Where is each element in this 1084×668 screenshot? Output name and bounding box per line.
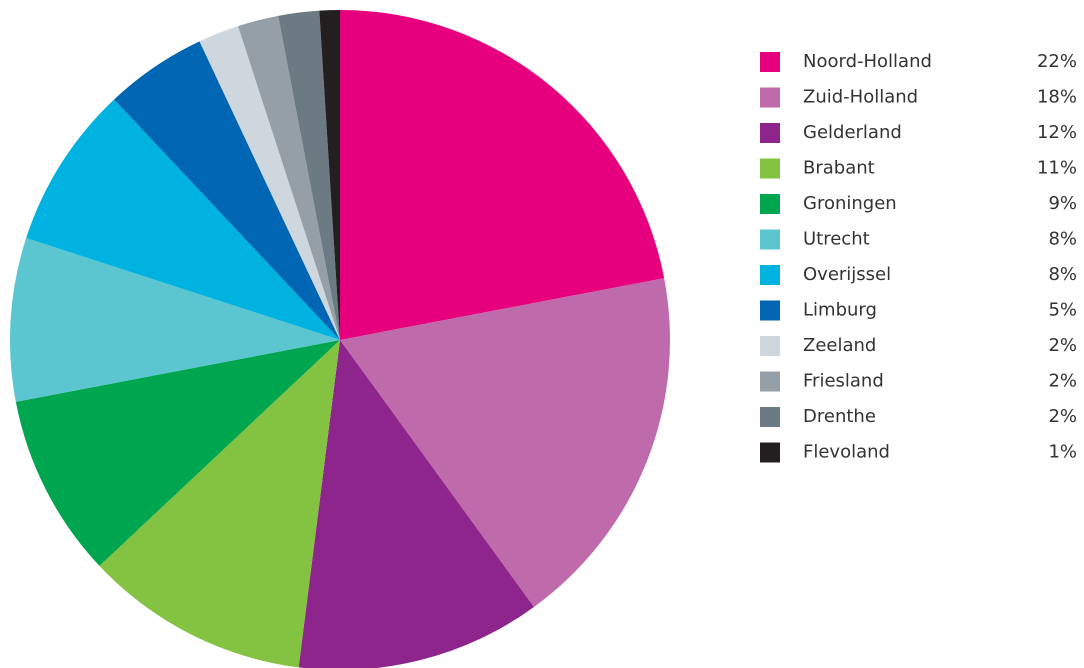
legend-label: Overijssel <box>803 264 891 285</box>
legend-swatch <box>760 194 780 214</box>
pie-slice <box>99 340 340 668</box>
legend-swatch <box>760 371 780 392</box>
pie-slice <box>26 99 341 340</box>
pie-slice <box>199 26 340 341</box>
legend-value: 2% <box>1048 335 1077 356</box>
legend-label: Groningen <box>803 193 897 214</box>
legend-value: 11% <box>1037 158 1077 179</box>
pie-slice <box>114 41 340 340</box>
legend-value: 18% <box>1037 87 1077 108</box>
legend-label: Flevoland <box>803 442 890 463</box>
legend-swatch <box>760 52 780 72</box>
legend-label: Drenthe <box>803 406 876 427</box>
pie-slice <box>298 340 534 668</box>
legend-value: 2% <box>1048 371 1077 392</box>
legend-swatch <box>760 265 780 285</box>
pie-slice <box>319 10 340 340</box>
legend-label: Limburg <box>803 300 877 321</box>
legend-swatch <box>760 158 780 179</box>
legend-label: Gelderland <box>803 122 902 143</box>
legend-swatch <box>760 300 780 321</box>
legend-value: 2% <box>1048 406 1077 427</box>
legend-swatch <box>760 407 780 427</box>
legend-label: Utrecht <box>803 229 870 250</box>
pie-slice <box>340 10 665 340</box>
legend-label: Zuid-Holland <box>803 87 918 108</box>
legend-swatch <box>760 87 780 108</box>
legend-value: 9% <box>1048 193 1077 214</box>
legend-value: 12% <box>1037 122 1077 143</box>
pie-slice <box>238 15 340 340</box>
legend-value: 1% <box>1048 442 1077 463</box>
legend-swatch <box>760 442 780 463</box>
legend-value: 5% <box>1048 300 1077 321</box>
pie-slice <box>278 10 340 340</box>
pie-slice <box>340 278 670 607</box>
legend-value: 8% <box>1048 229 1077 250</box>
legend-swatch <box>760 229 780 250</box>
legend-swatch <box>760 123 780 143</box>
pie-slice <box>15 340 340 566</box>
legend-label: Noord-Holland <box>803 51 932 72</box>
legend-label: Brabant <box>803 158 875 179</box>
pie-slice <box>9 238 340 402</box>
legend-label: Zeeland <box>803 335 876 356</box>
legend-label: Friesland <box>803 371 884 392</box>
legend-value: 22% <box>1037 51 1077 72</box>
legend-value: 8% <box>1048 264 1077 285</box>
legend-swatch <box>760 336 780 356</box>
